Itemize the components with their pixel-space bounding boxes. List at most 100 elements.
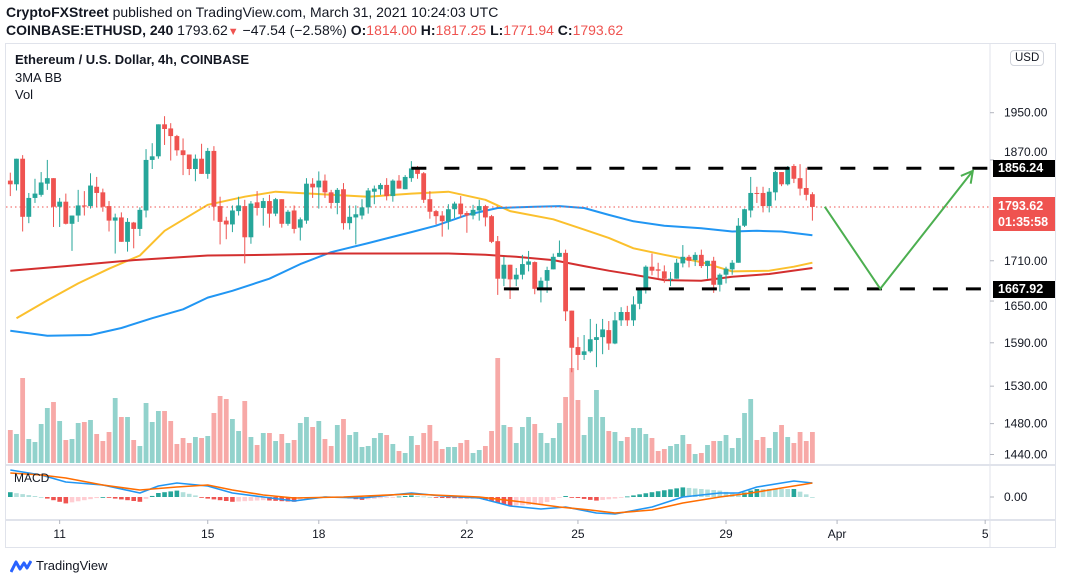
- candle: [637, 287, 643, 310]
- volume-bar: [686, 444, 692, 463]
- tradingview-logo[interactable]: TradingView: [10, 558, 108, 573]
- volume-bar: [242, 401, 248, 463]
- volume-bar: [328, 446, 334, 463]
- volume-bar: [464, 440, 470, 463]
- volume-bar: [717, 441, 723, 463]
- candle: [760, 186, 766, 213]
- legend-indicator[interactable]: 3MA BB: [15, 70, 62, 85]
- candle-body: [125, 221, 130, 242]
- volume-bar: [88, 420, 93, 463]
- candle-body: [433, 211, 439, 217]
- macd-histogram-bar: [655, 491, 661, 497]
- candle: [408, 161, 414, 182]
- support-price-label: 1667.92: [993, 281, 1055, 298]
- macd-histogram-bar: [557, 497, 562, 498]
- candle-body: [347, 216, 353, 224]
- macd-histogram-bar: [662, 490, 667, 497]
- candle: [661, 265, 667, 283]
- macd-histogram-bar: [236, 497, 241, 502]
- candle-body: [341, 189, 346, 224]
- candle: [186, 154, 192, 176]
- volume-bar: [38, 424, 44, 463]
- volume-bar: [803, 441, 809, 463]
- volume-bar: [106, 432, 112, 463]
- volume-bar: [112, 398, 118, 463]
- macd-histogram-bar: [779, 489, 784, 497]
- volume-bar: [766, 448, 772, 463]
- time-tick-label: 25: [571, 527, 585, 541]
- candle: [162, 116, 167, 145]
- volume-bar: [581, 435, 587, 463]
- volume-bar: [618, 441, 624, 463]
- author-name[interactable]: CryptoFXStreet: [6, 4, 109, 20]
- candle-body: [199, 158, 204, 174]
- macd-histogram-bar: [378, 497, 383, 499]
- volume-bar: [575, 400, 581, 463]
- macd-histogram-bar: [550, 497, 556, 500]
- legend-volume[interactable]: Vol: [15, 87, 34, 102]
- volume-bar: [162, 411, 167, 463]
- candle-body: [205, 150, 211, 174]
- volume-bar: [489, 431, 494, 463]
- macd-histogram-bar: [791, 489, 797, 497]
- macd-histogram-bar: [699, 489, 704, 497]
- volume-bar: [174, 444, 180, 463]
- tradingview-logo-text: TradingView: [36, 558, 108, 573]
- volume-bar: [452, 447, 457, 463]
- candle: [199, 143, 204, 174]
- volume-bar: [14, 434, 19, 463]
- macd-histogram-bar: [668, 489, 673, 497]
- macd-histogram-bar: [186, 493, 192, 497]
- macd-histogram-bar: [149, 495, 155, 497]
- candle-body: [322, 180, 328, 193]
- volume-bar: [711, 441, 717, 463]
- candle-body: [353, 214, 359, 218]
- candle: [38, 172, 44, 197]
- candle: [748, 176, 754, 218]
- candle: [550, 253, 556, 270]
- macd-histogram-bar: [520, 497, 525, 506]
- currency-button[interactable]: USD: [1010, 50, 1045, 66]
- candle-body: [378, 184, 383, 190]
- candle: [698, 249, 704, 269]
- candle: [371, 185, 377, 205]
- close-value: 1793.62: [572, 22, 624, 38]
- candle-body: [94, 186, 100, 193]
- price-tick-label: 1950.00: [1004, 106, 1048, 120]
- volume-bar: [137, 446, 143, 463]
- candle: [612, 312, 618, 345]
- candle: [668, 272, 673, 287]
- candle: [587, 318, 593, 353]
- volume-bar: [698, 453, 704, 463]
- candle: [297, 217, 303, 241]
- candle: [273, 197, 279, 217]
- candle-body: [273, 199, 279, 214]
- volume-bar: [149, 422, 155, 463]
- candle: [260, 197, 266, 226]
- candle: [402, 175, 408, 190]
- macd-histogram-bar: [88, 497, 93, 500]
- candle-body: [563, 252, 568, 312]
- candle: [532, 261, 538, 295]
- legend-macd[interactable]: MACD: [14, 471, 50, 485]
- candle: [155, 124, 161, 159]
- price-tick-label: 1480.00: [1004, 417, 1048, 431]
- legend-title[interactable]: Ethereum / U.S. Dollar, 4h, COINBASE: [15, 52, 250, 67]
- candle: [100, 188, 106, 212]
- macd-histogram-bar: [390, 497, 396, 498]
- candle-body: [766, 191, 772, 207]
- symbol-label: COINBASE:ETHUSD, 240: [6, 22, 174, 38]
- macd-histogram-bar: [532, 497, 538, 505]
- volume-bar: [680, 435, 686, 463]
- candle-body: [705, 260, 710, 267]
- price-tick-label: 1590.00: [1004, 336, 1048, 350]
- time-tick-label: 11: [53, 527, 66, 541]
- candle: [285, 209, 291, 226]
- candle: [439, 211, 445, 237]
- candle: [57, 197, 63, 227]
- ma-slow-line: [10, 252, 813, 282]
- volume-bar: [248, 437, 254, 463]
- macd-histogram-bar: [51, 497, 56, 501]
- macd-histogram-bar: [587, 497, 593, 500]
